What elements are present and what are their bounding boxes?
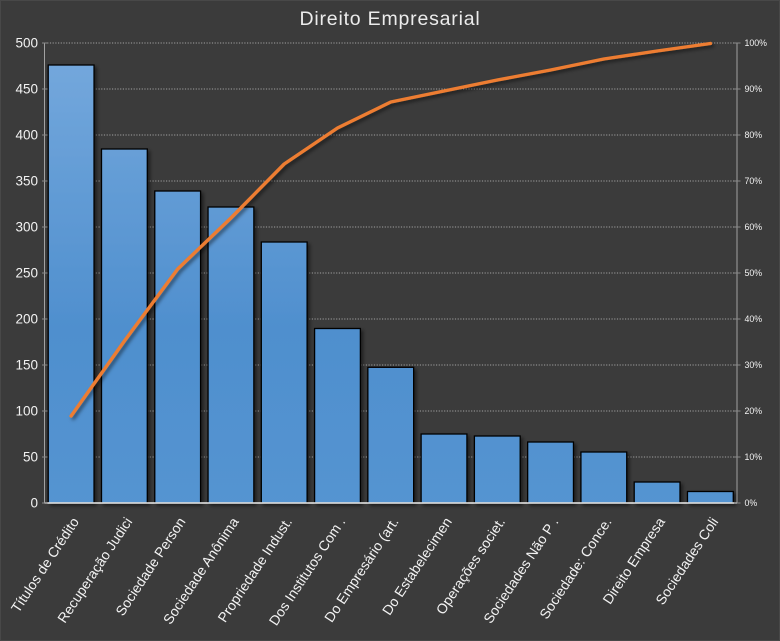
svg-text:350: 350 (15, 174, 38, 189)
svg-text:500: 500 (15, 36, 38, 51)
svg-text:250: 250 (15, 266, 38, 281)
svg-text:50: 50 (23, 450, 38, 465)
svg-text:300: 300 (15, 220, 38, 235)
svg-text:50%: 50% (745, 268, 763, 278)
svg-text:90%: 90% (745, 84, 763, 94)
svg-text:40%: 40% (745, 314, 763, 324)
svg-text:30%: 30% (745, 360, 763, 370)
svg-text:200: 200 (15, 312, 38, 327)
svg-text:Direito Empresarial: Direito Empresarial (300, 8, 481, 30)
svg-text:100%: 100% (745, 38, 768, 48)
svg-text:0: 0 (30, 496, 38, 511)
svg-text:70%: 70% (745, 176, 763, 186)
svg-text:10%: 10% (745, 452, 763, 462)
svg-text:100: 100 (15, 404, 38, 419)
svg-text:20%: 20% (745, 406, 763, 416)
svg-text:450: 450 (15, 82, 38, 97)
svg-text:150: 150 (15, 358, 38, 373)
svg-text:60%: 60% (745, 222, 763, 232)
svg-text:80%: 80% (745, 130, 763, 140)
svg-text:0%: 0% (745, 498, 758, 508)
svg-text:400: 400 (15, 128, 38, 143)
